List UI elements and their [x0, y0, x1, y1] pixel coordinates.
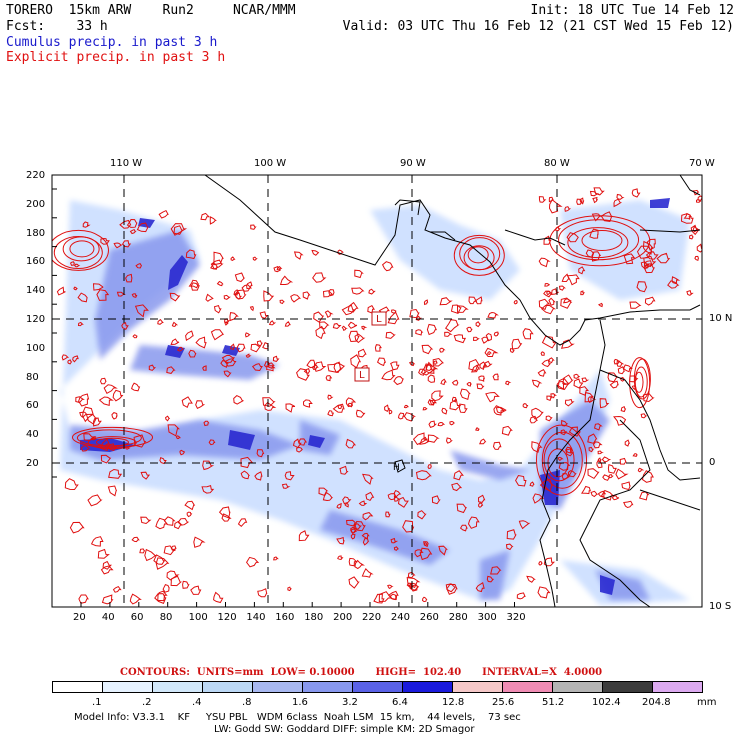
x-tick-label: 20 [73, 612, 86, 623]
y-tick-label: 180 [26, 227, 46, 239]
colorbar-label: .2 [142, 697, 152, 708]
colorbar-label: 204.8 [642, 697, 671, 708]
x-tick-label: 40 [101, 612, 115, 623]
model-info-line1: Model Info: V3.3.1 KF YSU PBL WDM 6class… [74, 712, 521, 723]
colorbar-swatch [602, 681, 653, 693]
colorbar-label: 6.4 [392, 697, 408, 708]
x-tick-label: 200 [333, 612, 353, 623]
low-marker-1: L [371, 311, 387, 326]
svg-text:L: L [376, 314, 382, 325]
high-marker: H [393, 463, 400, 473]
lat-label-0: 0 [709, 457, 716, 468]
colorbar-swatch [552, 681, 603, 693]
x-tick-label: 180 [304, 612, 324, 623]
y-tick-label: 40 [26, 429, 39, 441]
header-init-time: Init: 18 UTC Tue 14 Feb 12 [530, 3, 735, 18]
x-tick-label: 80 [159, 612, 173, 623]
legend-cumulus-label: Cumulus precip. in past 3 h [6, 35, 218, 50]
y-tick-label: 140 [26, 285, 46, 297]
x-tick-label: 280 [448, 612, 468, 623]
lon-label-70w: 70 W [689, 158, 715, 169]
y-tick-label: 80 [26, 371, 39, 383]
colorbar-units: mm [697, 697, 717, 708]
axis-ticks [52, 188, 515, 607]
y-tick-label: 60 [26, 400, 39, 412]
colorbar-swatch [452, 681, 503, 693]
colorbar-swatch [502, 681, 553, 693]
header-valid-time: Valid: 03 UTC Thu 16 Feb 12 (21 CST Wed … [342, 19, 734, 34]
y-tick-label: 20 [26, 458, 39, 469]
colorbar-label: 51.2 [542, 697, 565, 708]
cumulus-precip-shading [60, 198, 690, 605]
colorbar-swatch [202, 681, 253, 693]
colorbar-swatch [652, 681, 703, 693]
colorbar-swatch [402, 681, 453, 693]
colorbar-label: 25.6 [492, 697, 515, 708]
colorbar-label: .8 [242, 697, 252, 708]
y-tick-label: 120 [26, 314, 46, 325]
lon-label-90w: 90 W [400, 158, 426, 169]
x-tick-label: 300 [477, 612, 497, 623]
lon-label-80w: 80 W [544, 158, 570, 169]
lat-label-10n: 10 N [709, 313, 733, 324]
svg-text:H: H [393, 463, 400, 473]
colorbar-label: 102.4 [592, 697, 621, 708]
colorbar-label: 12.8 [442, 697, 465, 708]
x-tick-label: 60 [130, 612, 144, 623]
colorbar-label: 3.2 [342, 697, 358, 708]
y-tick-label: 100 [26, 342, 46, 354]
colorbar-label: .1 [92, 697, 102, 708]
legend-explicit-label: Explicit precip. in past 3 h [6, 50, 226, 65]
colorbar-swatch [252, 681, 303, 693]
colorbar-swatch [152, 681, 203, 693]
lat-label-10s: 10 S [709, 601, 732, 612]
x-tick-label: 160 [275, 612, 295, 623]
y-tick-label: 200 [26, 198, 46, 210]
colorbar-swatch [102, 681, 153, 693]
contours-info: CONTOURS: UNITS=mm LOW= 0.10000 HIGH= 10… [120, 667, 603, 678]
model-info-line2: LW: Godd SW: Goddard DIFF: simple KM: 2D… [214, 724, 475, 735]
colorbar-swatch [52, 681, 103, 693]
x-tick-label: 220 [362, 612, 382, 623]
header-model-title: TORERO 15km ARW Run2 NCAR/MMM [6, 3, 296, 18]
x-tick-label: 260 [419, 612, 439, 623]
low-marker-2: L [354, 367, 370, 382]
lon-label-110w: 110 W [110, 158, 143, 169]
x-tick-label: 120 [217, 612, 237, 623]
x-tick-label: 320 [506, 612, 526, 623]
colorbar-swatch [302, 681, 353, 693]
y-tick-label: 160 [26, 256, 46, 268]
x-tick-label: 140 [246, 612, 266, 623]
colorbar-label: 1.6 [292, 697, 308, 708]
explicit-precip-contours [52, 187, 702, 605]
y-tick-label: 220 [26, 170, 46, 181]
header-forecast-hour: Fcst: 33 h [6, 19, 108, 34]
lon-label-100w: 100 W [254, 158, 287, 169]
colorbar-label: .4 [192, 697, 202, 708]
x-tick-label: 100 [188, 612, 208, 623]
x-tick-label: 240 [390, 612, 410, 623]
svg-text:L: L [359, 370, 365, 381]
colorbar-swatch [352, 681, 403, 693]
